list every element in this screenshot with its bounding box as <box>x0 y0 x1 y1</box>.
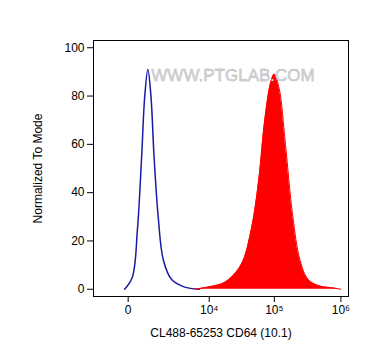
svg-text:100: 100 <box>64 41 84 55</box>
svg-text:10⁴: 10⁴ <box>200 303 219 317</box>
svg-text:0: 0 <box>78 282 85 296</box>
svg-text:20: 20 <box>71 234 85 248</box>
svg-text:80: 80 <box>71 89 85 103</box>
svg-text:0: 0 <box>125 303 132 317</box>
svg-text:CL488-65253 CD64 (10.1): CL488-65253 CD64 (10.1) <box>150 326 291 340</box>
svg-text:10⁵: 10⁵ <box>265 303 283 317</box>
svg-text:60: 60 <box>71 137 85 151</box>
svg-text:10⁶: 10⁶ <box>332 303 350 317</box>
svg-text:WWW.PTGLAB.COM: WWW.PTGLAB.COM <box>151 66 314 85</box>
svg-text:Normalized To Mode: Normalized To Mode <box>31 113 45 223</box>
svg-text:40: 40 <box>71 185 85 199</box>
